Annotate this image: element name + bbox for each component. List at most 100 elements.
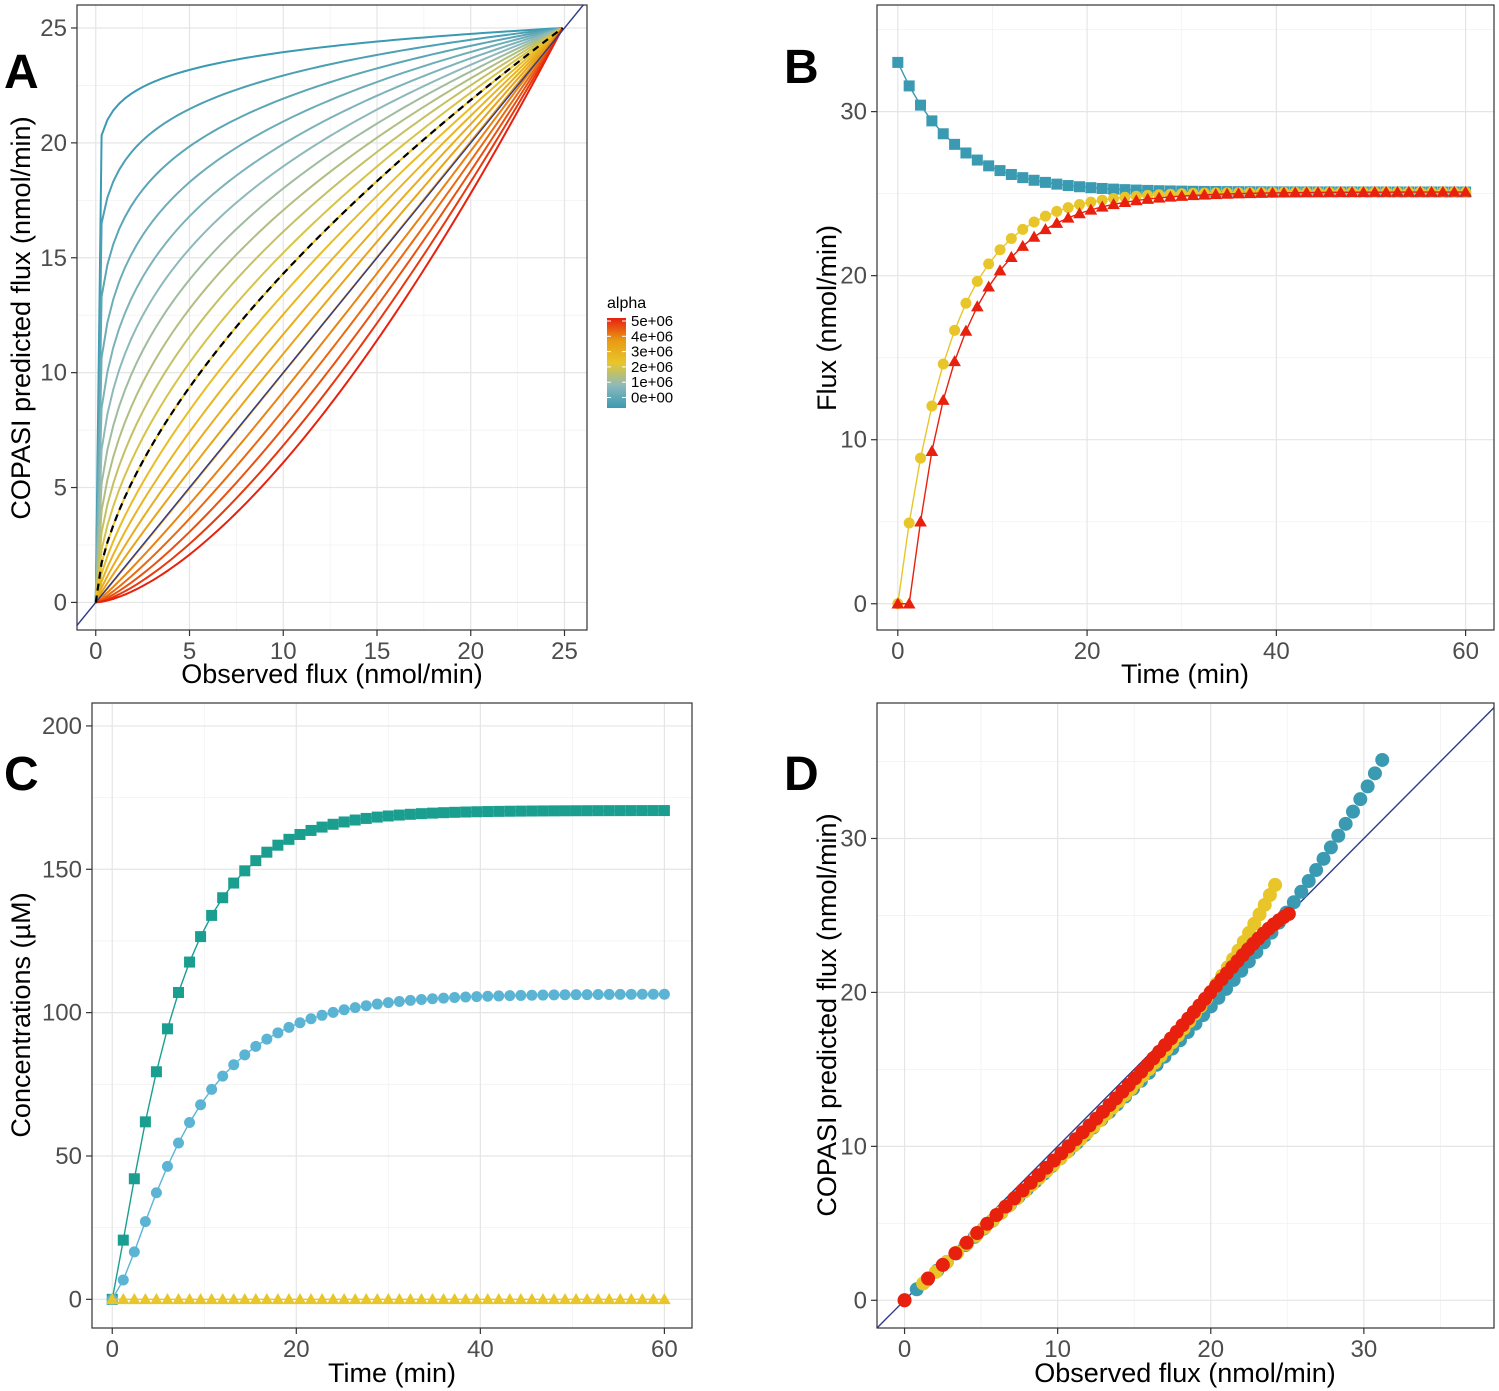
data-point-species_1 [581, 805, 593, 817]
data-point-species_1 [625, 805, 637, 817]
data-point-species_1 [482, 806, 494, 818]
data-point-rising [926, 400, 938, 412]
data-point-delayed [1300, 186, 1313, 198]
data-point-species_1 [217, 892, 229, 904]
data-point-delayed [1129, 194, 1143, 206]
panel-b-letter: B [784, 41, 819, 94]
data-point-delayed [914, 515, 927, 527]
panel-b-y-axis-title: Flux (nmol/min) [812, 225, 842, 411]
data-point-species_2 [515, 989, 527, 1001]
legend-break-label: 2e+06 [631, 359, 673, 376]
panel-d-frame [876, 702, 1495, 1329]
data-point-rising [971, 275, 983, 287]
data-point-delayed [1311, 186, 1325, 198]
data-point-decreasing [1108, 183, 1120, 195]
data-point-species_3 [624, 1293, 638, 1305]
data-point-delayed [1095, 200, 1109, 212]
data-point-species_2 [305, 1013, 317, 1025]
y-tick-label: 25 [40, 15, 67, 42]
data-point-species_1 [316, 821, 328, 833]
alpha-curve [94, 27, 563, 603]
panel-a-y-ticks: 0 5 10 15 20 25 [40, 15, 77, 616]
data-point-species_2 [272, 1027, 284, 1039]
data-point-species_2 [592, 988, 604, 1000]
y-tick-label: 150 [42, 856, 82, 883]
data-point-decreasing [937, 128, 949, 140]
panel-c-x-ticks: 0 20 40 60 [106, 1328, 678, 1363]
data-point-species_3 [613, 1293, 627, 1305]
data-point-species_2 [471, 991, 483, 1003]
data-point-species_1 [449, 806, 461, 818]
data-point-species_1 [647, 805, 659, 817]
data-point-delayed [1175, 189, 1189, 201]
data-point-species_2 [526, 989, 538, 1001]
data-point-species_3 [172, 1293, 185, 1305]
data-point-delayed [1084, 203, 1098, 215]
alpha-curve [94, 26, 563, 603]
data-point-decreasing [1130, 184, 1142, 196]
x-tick-label: 20 [283, 1336, 310, 1363]
data-point-species_2 [636, 988, 648, 1000]
x-tick-label: 10 [1044, 1336, 1071, 1363]
panel-c-y-ticks: 0 50 100 150 200 [42, 713, 92, 1313]
data-point-delayed [1164, 190, 1177, 202]
alpha-curve [95, 27, 564, 604]
panel-a-frame [76, 4, 588, 631]
alpha-curve [95, 27, 564, 604]
data-point-species_1 [150, 1066, 162, 1078]
panel-c: 0 20 40 60 0 50 100 150 200 Time (min) Concentr… [4, 702, 693, 1388]
data-point-species_2 [449, 992, 461, 1004]
data-point-red [989, 1208, 1004, 1223]
alpha-curve [95, 27, 564, 604]
alpha-curve [94, 27, 564, 603]
x-tick-label: 5 [183, 638, 196, 665]
data-point-species_1 [393, 809, 405, 821]
data-point-species_3 [139, 1293, 152, 1305]
data-point-species_1 [438, 807, 450, 819]
data-point-species_1 [526, 805, 538, 817]
data-point-delayed [902, 597, 916, 609]
data-point-species_3 [370, 1293, 384, 1305]
data-point-delayed [1016, 239, 1030, 251]
data-point-species_2 [438, 992, 450, 1004]
data-point-species_2 [460, 991, 472, 1003]
x-tick-label: 20 [1074, 638, 1101, 665]
x-tick-label: 15 [364, 638, 391, 665]
data-point-delayed [1073, 207, 1086, 219]
data-point-species_2 [548, 989, 560, 1001]
x-tick-label: 0 [106, 1336, 119, 1363]
data-point-species_1 [537, 805, 549, 817]
data-point-species_1 [128, 1173, 140, 1185]
y-tick-label: 100 [42, 1000, 82, 1027]
panel-a-letter: A [4, 46, 39, 99]
data-point-delayed [1436, 185, 1450, 197]
data-point-species_1 [658, 805, 670, 817]
data-point-species_3 [116, 1293, 130, 1305]
data-point-species_2 [150, 1187, 162, 1199]
data-point-species_3 [658, 1293, 671, 1305]
panel-b-series [891, 56, 1472, 610]
data-point-species_3 [569, 1293, 583, 1305]
data-point-teal_blue [1323, 840, 1338, 855]
data-point-species_1 [173, 987, 185, 999]
data-point-species_1 [371, 811, 383, 823]
data-point-decreasing [1074, 181, 1086, 193]
data-point-delayed [1232, 187, 1245, 199]
data-point-teal_blue [1367, 766, 1382, 781]
data-point-species_1 [327, 818, 339, 830]
plot-background [877, 5, 1494, 630]
data-point-delayed [1039, 223, 1052, 235]
data-point-species_3 [381, 1293, 395, 1305]
alpha-curve [94, 26, 563, 603]
data-point-delayed [1050, 216, 1064, 228]
panel-d-letter: D [784, 748, 819, 801]
data-point-delayed [1425, 185, 1438, 197]
data-point-species_2 [537, 989, 549, 1001]
y-tick-label: 0 [854, 1287, 867, 1314]
data-point-decreasing [949, 138, 961, 150]
panel-b-x-axis-title: Time (min) [1121, 659, 1249, 689]
legend-break-label: 1e+06 [631, 374, 673, 391]
data-point-species_1 [206, 909, 218, 921]
data-point-red [959, 1235, 974, 1250]
